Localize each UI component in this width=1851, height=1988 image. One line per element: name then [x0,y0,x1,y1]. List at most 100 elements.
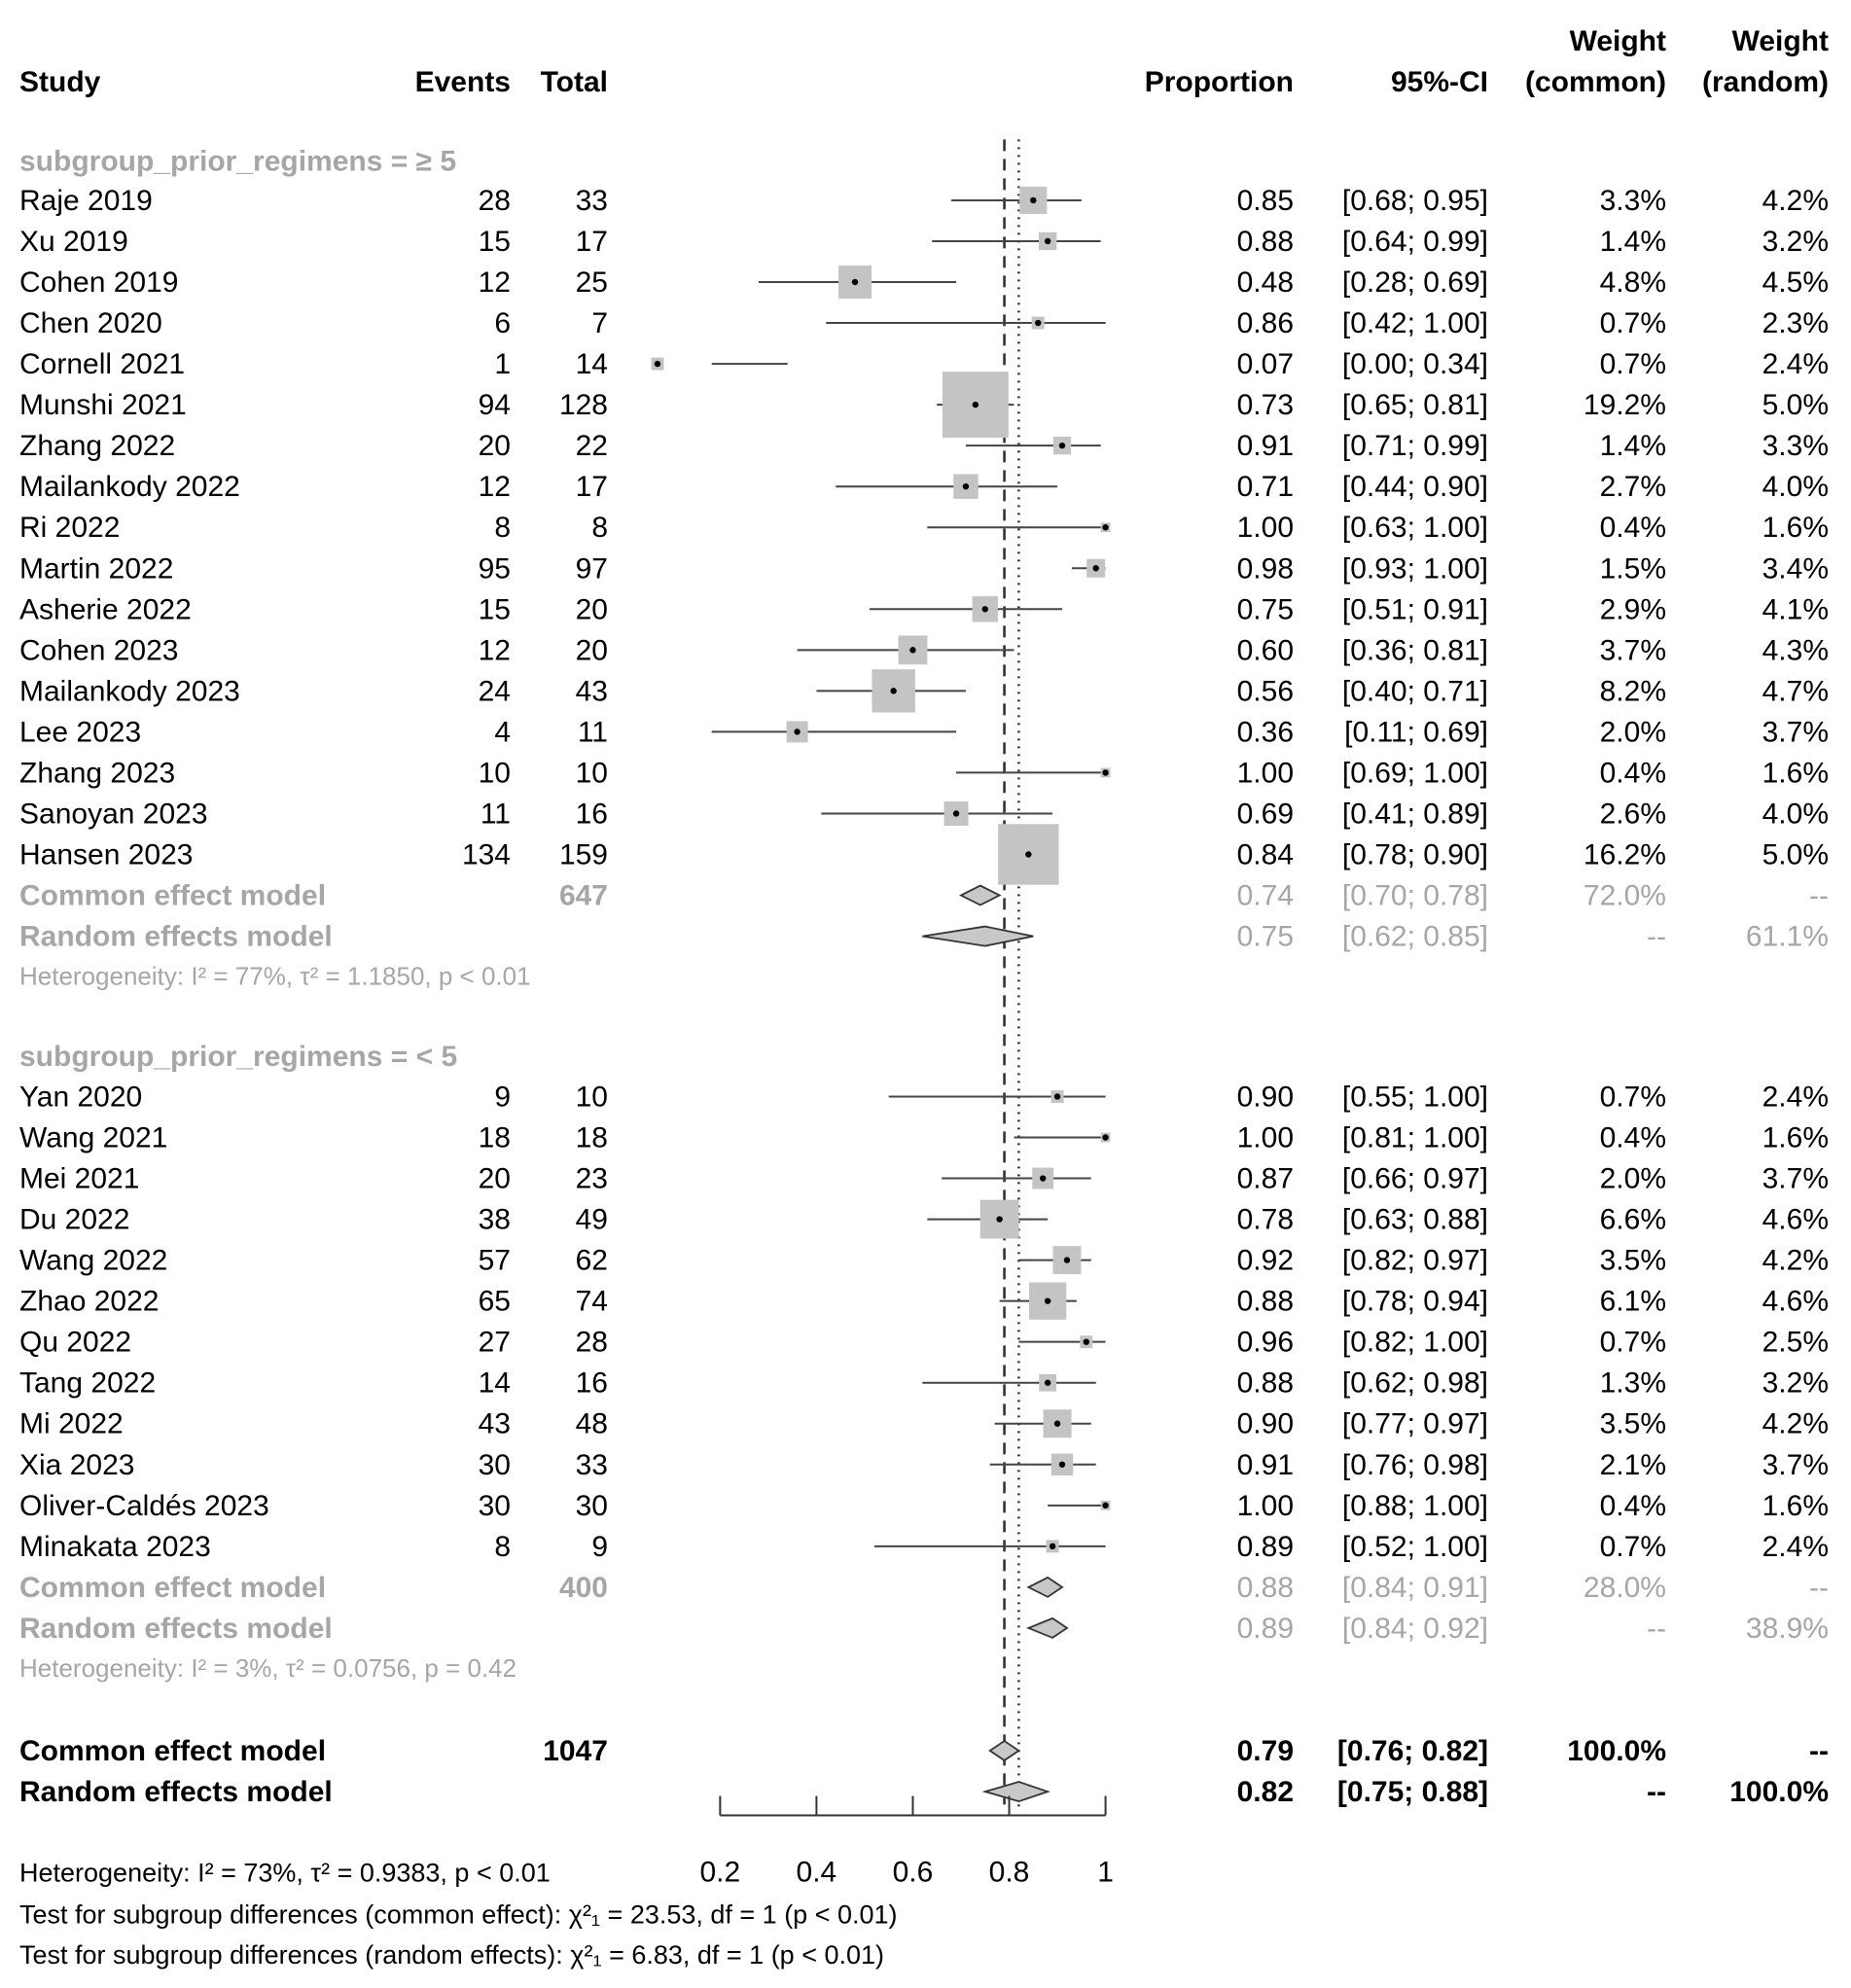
study-weight-common: 0.7% [1600,1081,1666,1113]
study-total: 22 [576,430,608,462]
study-total: 18 [576,1121,608,1154]
point-estimate [1044,237,1051,245]
study-ci: [0.41; 0.89] [1342,798,1488,830]
study-weight-common: 6.1% [1600,1286,1666,1318]
study-ci: [0.82; 0.97] [1342,1245,1488,1277]
study-total: 20 [576,593,608,625]
subgroup-label: subgroup_prior_regimens = < 5 [19,1041,457,1073]
study-proportion: 0.71 [1237,471,1294,503]
point-estimate [981,606,988,613]
point-estimate [794,728,801,735]
study-proportion: 0.98 [1237,552,1294,585]
study-weight-random: 1.6% [1762,1490,1829,1522]
study-total: 20 [576,634,608,666]
study-weight-common: 0.4% [1600,757,1666,789]
study-total: 9 [591,1531,608,1563]
random-effect-label: Random effects model [19,1613,333,1645]
study-name: Munshi 2021 [19,389,187,421]
study-weight-random: 5.0% [1762,389,1829,421]
common-effect-diamond [958,884,1002,906]
study-name: Minakata 2023 [19,1531,211,1563]
common-effect-label: Common effect model [19,880,326,912]
study-proportion: 0.92 [1237,1245,1294,1277]
study-weight-random: 4.0% [1762,798,1829,830]
point-estimate [1035,319,1042,327]
study-weight-random: 3.3% [1762,430,1829,462]
study-weight-common: 2.0% [1600,1163,1666,1195]
study-weight-random: 1.6% [1762,757,1829,789]
study-ci: [0.36; 0.81] [1342,634,1488,666]
common-effect-weight-random: -- [1809,1572,1829,1604]
study-weight-random: 2.4% [1762,348,1829,380]
study-weight-random: 3.2% [1762,226,1829,258]
study-name: Du 2022 [19,1204,129,1236]
point-estimate [1053,1420,1061,1427]
study-weight-random: 3.7% [1762,1163,1829,1195]
study-events: 27 [479,1327,511,1359]
study-name: Tang 2022 [19,1367,156,1400]
study-name: Oliver-Caldés 2023 [19,1490,269,1522]
study-proportion: 0.73 [1237,389,1294,421]
study-name: Hansen 2023 [19,839,193,871]
header-ci: 95%-CI [1391,66,1488,98]
common-effect-total: 1047 [543,1735,608,1767]
study-proportion: 1.00 [1237,1121,1294,1154]
study-proportion: 0.91 [1237,1449,1294,1481]
study-total: 97 [576,552,608,585]
x-tick-label: 1 [1097,1856,1114,1888]
study-proportion: 0.86 [1237,307,1294,339]
study-ci: [0.52; 1.00] [1342,1531,1488,1563]
point-estimate [1063,1257,1071,1263]
study-ci: [0.71; 0.99] [1342,430,1488,462]
study-total: 8 [591,512,608,544]
study-proportion: 0.75 [1237,593,1294,625]
study-name: Xia 2023 [19,1449,134,1481]
study-weight-random: 1.6% [1762,1121,1829,1154]
random-effect-ci: [0.62; 0.85] [1342,921,1488,953]
random-effect-label: Random effects model [19,921,333,953]
study-events: 24 [479,675,511,707]
overall-heterogeneity: Heterogeneity: I² = 73%, τ² = 0.9383, p … [19,1858,551,1887]
study-weight-common: 0.7% [1600,307,1666,339]
study-events: 8 [494,1531,511,1563]
study-events: 12 [479,634,511,666]
x-tick-label: 0.4 [797,1856,837,1888]
study-ci: [0.00; 0.34] [1342,348,1488,380]
study-weight-random: 4.5% [1762,266,1829,299]
common-effect-label: Common effect model [19,1572,326,1604]
study-events: 10 [479,757,511,789]
point-estimate [952,810,960,817]
study-ci: [0.82; 1.00] [1342,1327,1488,1359]
study-weight-common: 0.4% [1600,1121,1666,1154]
study-ci: [0.76; 0.98] [1342,1449,1488,1481]
study-weight-random: 2.4% [1762,1531,1829,1563]
study-name: Zhao 2022 [19,1286,159,1318]
study-weight-common: 1.4% [1600,226,1666,258]
study-weight-common: 4.8% [1600,266,1666,299]
study-weight-common: 2.6% [1600,798,1666,830]
point-estimate [1025,851,1032,858]
study-events: 20 [479,1163,511,1195]
study-total: 17 [576,226,608,258]
study-events: 38 [479,1204,511,1236]
subgroup-label: subgroup_prior_regimens = ≥ 5 [19,146,456,178]
study-proportion: 0.60 [1237,634,1294,666]
study-proportion: 0.90 [1237,1408,1294,1440]
study-total: 25 [576,266,608,299]
study-proportion: 0.85 [1237,185,1294,217]
study-total: 7 [591,307,608,339]
point-estimate [1092,565,1099,572]
random-effect-weight-common: -- [1647,921,1666,953]
study-total: 33 [576,1449,608,1481]
study-total: 43 [576,675,608,707]
study-name: Mailankody 2023 [19,675,240,707]
study-weight-random: 3.7% [1762,716,1829,748]
study-events: 30 [479,1490,511,1522]
study-events: 94 [479,389,511,421]
study-weight-random: 4.2% [1762,1408,1829,1440]
random-effect-weight-random: 61.1% [1746,921,1829,953]
study-weight-common: 1.4% [1600,430,1666,462]
common-effect-total: 647 [559,880,608,912]
common-effect-weight-common: 100.0% [1567,1735,1666,1767]
study-weight-common: 0.4% [1600,1490,1666,1522]
